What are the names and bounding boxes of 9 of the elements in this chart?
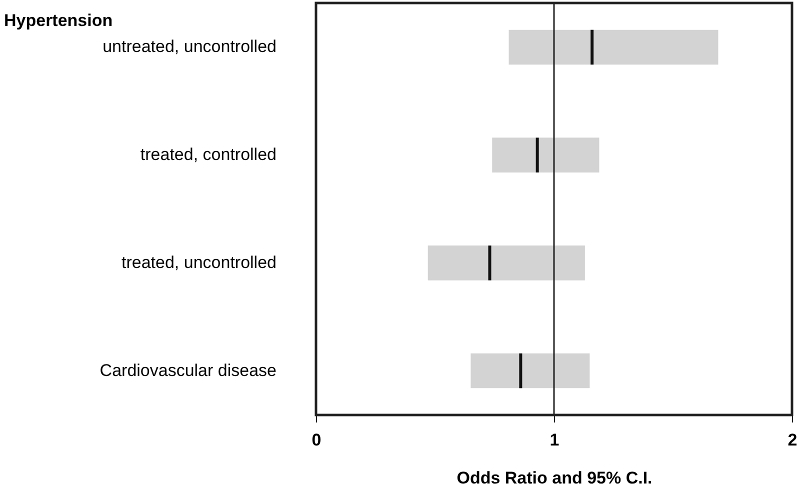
text: Hypertension [4, 11, 113, 30]
x-tick-label: 0 [312, 430, 322, 450]
y-tick-label: Cardiovascular disease [100, 360, 276, 380]
y-tick-label: treated, controlled [140, 145, 276, 164]
y-tick-label: untreated, uncontrolled [102, 37, 276, 56]
x-tick-label: 1 [550, 430, 560, 450]
y-tick-label: treated, uncontrolled [122, 252, 276, 272]
x-tick-label: 2 [788, 430, 798, 450]
x-axis-title: Odds Ratio and 95% C.I. [456, 468, 652, 488]
